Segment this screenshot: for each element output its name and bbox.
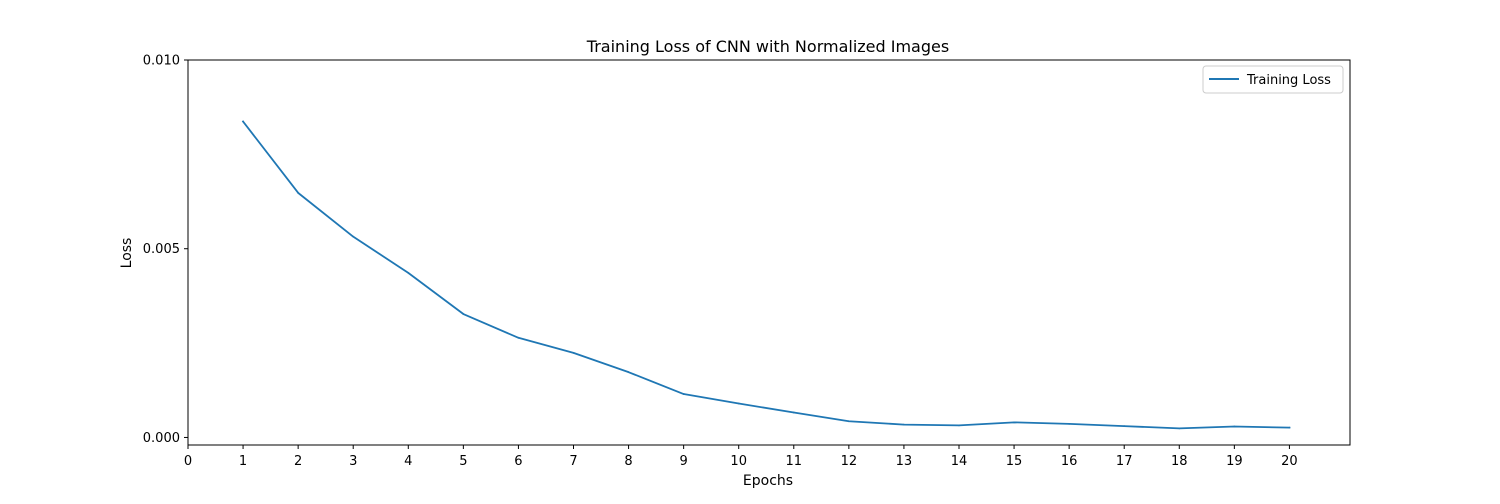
data-point [297, 191, 300, 194]
series-line-0 [241, 120, 1291, 430]
data-point [572, 352, 575, 354]
y-axis-label: Loss [119, 238, 135, 269]
x-tick-label: 2 [294, 454, 302, 469]
data-point [792, 411, 795, 414]
x-tick-label: 8 [624, 454, 632, 469]
data-point [847, 420, 850, 423]
y-tick-label: 0.010 [143, 54, 180, 69]
x-tick-label: 10 [730, 454, 747, 469]
x-tick-label: 11 [786, 454, 803, 469]
data-point [682, 393, 685, 395]
data-point [627, 371, 630, 374]
x-tick-label: 3 [349, 454, 357, 469]
data-point [1178, 427, 1181, 430]
legend-label: Training Loss [1246, 73, 1331, 88]
data-point [242, 120, 244, 123]
data-point [1288, 426, 1291, 429]
y-tick-label: 0.000 [143, 431, 180, 446]
x-tick-label: 19 [1226, 454, 1243, 469]
legend-box [1202, 65, 1344, 94]
data-point [1123, 425, 1126, 428]
x-axis-label: Epochs [743, 473, 793, 489]
chart-title: Training Loss of CNN with Normalized Ima… [586, 37, 949, 56]
x-tick-label: 9 [679, 454, 687, 469]
y-axis-ticks: 0.000 0.005 0.010 [143, 54, 188, 446]
x-tick-label: 14 [951, 454, 968, 469]
x-tick-label: 16 [1061, 454, 1078, 469]
data-point [958, 424, 960, 427]
data-point [1068, 422, 1071, 425]
x-tick-label: 13 [896, 454, 913, 469]
legend: Training Loss [1202, 65, 1344, 94]
x-tick-label: 0 [184, 454, 192, 469]
data-point [1013, 421, 1015, 424]
x-tick-label: 4 [404, 454, 412, 469]
data-point [517, 336, 520, 339]
data-point [737, 402, 740, 405]
x-tick-label: 15 [1006, 454, 1023, 469]
data-point [903, 423, 905, 426]
data-point [407, 271, 410, 274]
x-tick-label: 20 [1281, 454, 1298, 469]
y-tick-label: 0.005 [143, 242, 180, 257]
x-tick-label: 18 [1171, 454, 1188, 469]
series-layer [241, 120, 1291, 430]
x-tick-label: 17 [1116, 454, 1133, 469]
x-axis-ticks: 0 1 2 3 4 5 6 7 8 9 10 11 12 13 14 15 16 17 18 19 20 [184, 445, 1298, 469]
data-point [352, 235, 355, 238]
x-tick-label: 6 [514, 454, 522, 469]
data-point [462, 313, 465, 315]
x-tick-label: 12 [841, 454, 858, 469]
data-point [1233, 425, 1236, 428]
x-tick-label: 1 [239, 454, 247, 469]
x-tick-label: 7 [569, 454, 577, 469]
plot-frame [187, 59, 1351, 446]
x-tick-label: 5 [459, 454, 467, 469]
